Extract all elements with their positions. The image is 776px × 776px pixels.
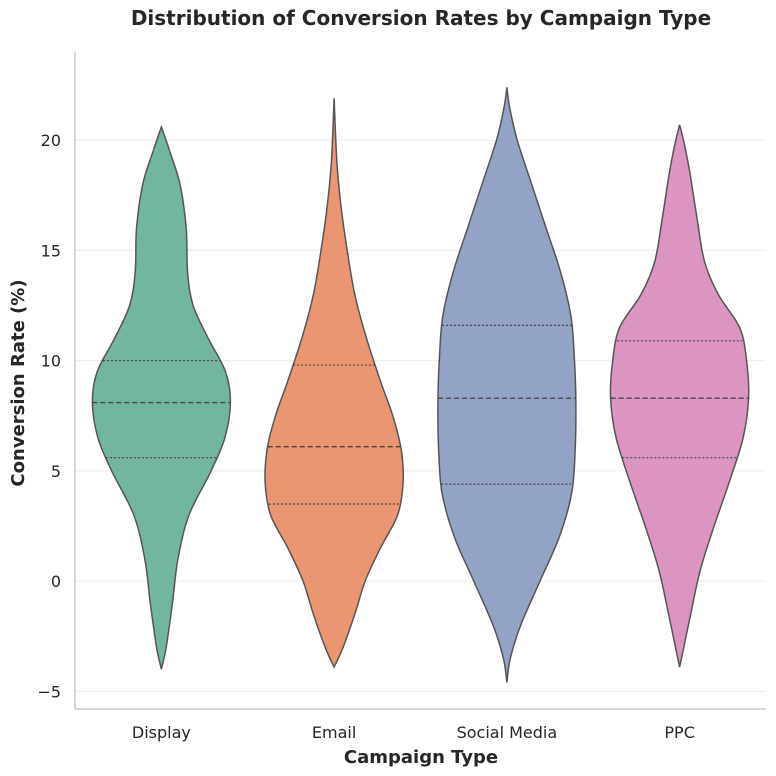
y-tick-label: 20 xyxy=(41,131,61,150)
violins xyxy=(91,87,750,683)
violin-ppc xyxy=(609,124,750,668)
violin-body xyxy=(437,87,577,683)
chart-title: Distribution of Conversion Rates by Camp… xyxy=(131,6,711,30)
x-tick-labels: Display Email Social Media PPC xyxy=(132,723,695,742)
x-axis-label: Campaign Type xyxy=(344,747,498,768)
y-tick-label: 15 xyxy=(41,241,61,260)
x-tick-label: Email xyxy=(312,723,356,742)
y-tick-label: 0 xyxy=(51,572,61,591)
violin-social-media xyxy=(437,87,577,683)
violin-body xyxy=(609,124,750,668)
x-tick-label: Display xyxy=(132,723,191,742)
x-tick-label: PPC xyxy=(664,723,694,742)
violin-body xyxy=(91,124,232,670)
y-tick-label: 5 xyxy=(51,462,61,481)
violin-body xyxy=(264,98,405,669)
violin-display xyxy=(91,124,232,670)
x-tick-label: Social Media xyxy=(457,723,558,742)
y-axis-label: Conversion Rate (%) xyxy=(8,279,29,486)
y-tick-label: −5 xyxy=(37,682,61,701)
y-tick-labels: −5 0 5 10 15 20 xyxy=(37,131,61,701)
y-tick-label: 10 xyxy=(41,352,61,371)
violin-email xyxy=(264,98,405,669)
